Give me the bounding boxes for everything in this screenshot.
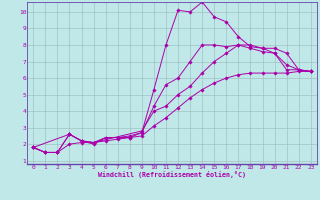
X-axis label: Windchill (Refroidissement éolien,°C): Windchill (Refroidissement éolien,°C) (98, 171, 246, 178)
